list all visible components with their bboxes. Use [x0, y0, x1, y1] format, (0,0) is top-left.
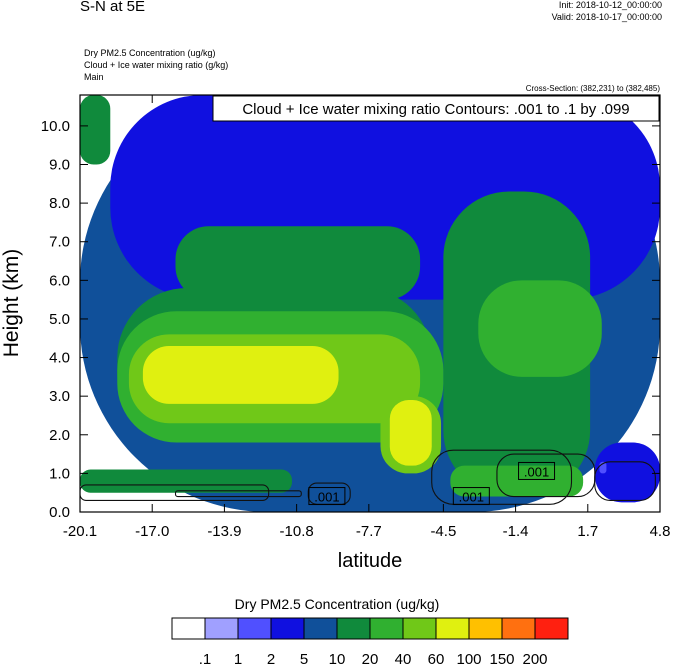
legend-level-label-7: 60	[428, 651, 445, 668]
y-tick-label-8: 8.0	[49, 195, 70, 212]
contour-label-1: .001	[459, 490, 484, 505]
legend-level-label-3: 5	[300, 651, 308, 668]
x-axis-label: latitude	[338, 550, 403, 572]
y-tick-label-3: 3.0	[49, 388, 70, 405]
plot-frame	[79, 94, 661, 513]
cloud-contour-3	[431, 449, 573, 505]
x-tick-label-2: -13.9	[207, 523, 241, 540]
y-tick-label-1: 1.0	[49, 465, 70, 482]
y-tick-label-9: 9.0	[49, 157, 70, 174]
legend-swatch-9	[468, 617, 503, 640]
x-tick-label-0: -20.1	[63, 523, 97, 540]
legend-level-label-5: 20	[362, 651, 379, 668]
cloud-contour-1	[174, 490, 302, 498]
field-label-main: Main	[84, 72, 104, 82]
legend-swatch-11	[534, 617, 569, 640]
x-tick-label-6: -1.4	[503, 523, 529, 540]
init-time-label: Init: 2018-10-12_00:00:00	[558, 0, 662, 10]
legend-level-label-9: 150	[489, 651, 514, 668]
concentration-region-3	[80, 95, 111, 165]
contour-info-box	[212, 95, 660, 122]
contour-label-2: .001	[524, 464, 549, 479]
contour-info-text: Cloud + Ice water mixing ratio Contours:…	[242, 101, 629, 118]
x-tick-label-8: 4.8	[650, 523, 671, 540]
concentration-region-11	[142, 345, 339, 404]
cloud-contour-0	[80, 484, 270, 501]
plot-main-title: S-N at 5E	[80, 0, 146, 15]
y-tick-label-4: 4.0	[49, 350, 70, 367]
legend-title: Dry PM2.5 Concentration (ug/kg)	[234, 596, 440, 612]
field-label-cloud: Cloud + Ice water mixing ratio (g/kg)	[84, 60, 229, 70]
x-tick-label-4: -7.7	[356, 523, 382, 540]
legend-level-label-10: 200	[522, 651, 547, 668]
legend-level-label-2: 2	[267, 651, 275, 668]
contour-label-0: .001	[314, 490, 339, 505]
legend-level-label-4: 10	[329, 651, 346, 668]
concentration-region-13	[80, 469, 292, 493]
legend-swatch-0	[171, 617, 206, 640]
x-tick-label-1: -17.0	[135, 523, 169, 540]
x-tick-label-7: 1.7	[577, 523, 598, 540]
y-tick-label-5: 5.0	[49, 311, 70, 328]
x-tick-label-5: -4.5	[430, 523, 456, 540]
cross-section-label: Cross-Section: (382,231) to (382,485)	[525, 84, 660, 93]
y-tick-label-10: 10.0	[41, 118, 70, 135]
legend-swatch-2	[237, 617, 272, 640]
legend-swatch-3	[270, 617, 305, 640]
y-tick-label-7: 7.0	[49, 234, 70, 251]
y-axis-label: Height (km)	[0, 249, 23, 358]
contour-label-box-2	[518, 461, 556, 480]
contour-label-box-1	[452, 487, 490, 506]
legend-level-label-0: .1	[199, 651, 212, 668]
cloud-contour-5	[594, 461, 656, 501]
x-tick-label-3: -10.8	[280, 523, 314, 540]
legend-swatch-5	[336, 617, 371, 640]
legend-level-label-1: 1	[234, 651, 242, 668]
legend-swatch-1	[204, 617, 239, 640]
y-tick-label-0: 0.0	[49, 504, 70, 521]
contour-label-box-0	[308, 487, 346, 506]
valid-time-label: Valid: 2018-10-17_00:00:00	[551, 12, 662, 22]
concentration-region-7	[478, 280, 602, 377]
field-label-pm25: Dry PM2.5 Concentration (ug/kg)	[84, 48, 216, 58]
concentration-region-2	[175, 226, 421, 300]
concentration-region-12	[389, 400, 432, 466]
concentration-region-8	[450, 465, 584, 497]
legend-swatch-4	[303, 617, 338, 640]
legend-swatch-8	[435, 617, 470, 640]
y-tick-label-6: 6.0	[49, 272, 70, 289]
legend-level-label-6: 40	[395, 651, 412, 668]
legend-swatch-6	[369, 617, 404, 640]
legend-level-label-8: 100	[456, 651, 481, 668]
legend-swatch-7	[402, 617, 437, 640]
legend-swatch-10	[501, 617, 536, 640]
concentration-region-14	[594, 442, 660, 503]
y-tick-label-2: 2.0	[49, 427, 70, 444]
